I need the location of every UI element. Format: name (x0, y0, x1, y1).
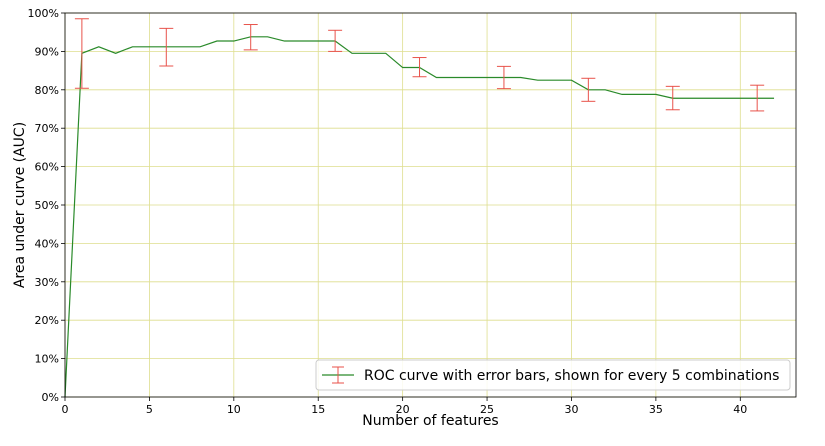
y-tick-label: 50% (35, 199, 59, 212)
error-bar (496, 65, 511, 90)
errorbar-layer (74, 18, 765, 112)
y-tick-label: 70% (35, 122, 59, 135)
error-bar (665, 85, 680, 111)
y-tick-label: 90% (35, 45, 59, 58)
x-tick-label: 5 (146, 403, 153, 416)
error-bar (328, 29, 343, 52)
x-tick-label: 35 (649, 403, 663, 416)
y-tick-label: 20% (35, 314, 59, 327)
x-tick-label: 40 (733, 403, 747, 416)
x-tick-label: 0 (62, 403, 69, 416)
y-tick-label: 80% (35, 84, 59, 97)
y-tick-label: 10% (35, 353, 59, 366)
error-bar (159, 27, 174, 67)
legend: ROC curve with error bars, shown for eve… (315, 359, 791, 391)
error-bar (412, 57, 427, 78)
error-bar (243, 24, 258, 51)
y-tick-label: 100% (28, 7, 59, 20)
y-axis-title: Area under curve (AUC) (12, 122, 28, 288)
x-tick-label: 30 (564, 403, 578, 416)
axis-ticks: 0 5 10 15 20 25 30 35 40 0% 10% 20% 30% 40% 50% 60% 70% 8… (28, 7, 748, 416)
legend-handle (322, 366, 354, 384)
x-tick-label: 10 (227, 403, 241, 416)
x-tick-label: 15 (311, 403, 325, 416)
y-tick-label: 0% (42, 391, 59, 404)
y-tick-label: 40% (35, 237, 59, 250)
x-tick-label: 20 (396, 403, 410, 416)
error-bar (581, 77, 596, 102)
y-tick-label: 30% (35, 276, 59, 289)
error-bar (750, 84, 765, 112)
error-bar (74, 18, 89, 89)
y-tick-label: 60% (35, 161, 59, 174)
x-tick-label: 25 (480, 403, 494, 416)
x-axis-title: Number of features (362, 413, 498, 429)
legend-box (315, 359, 791, 391)
legend-label: ROC curve with error bars, shown for eve… (364, 368, 779, 384)
